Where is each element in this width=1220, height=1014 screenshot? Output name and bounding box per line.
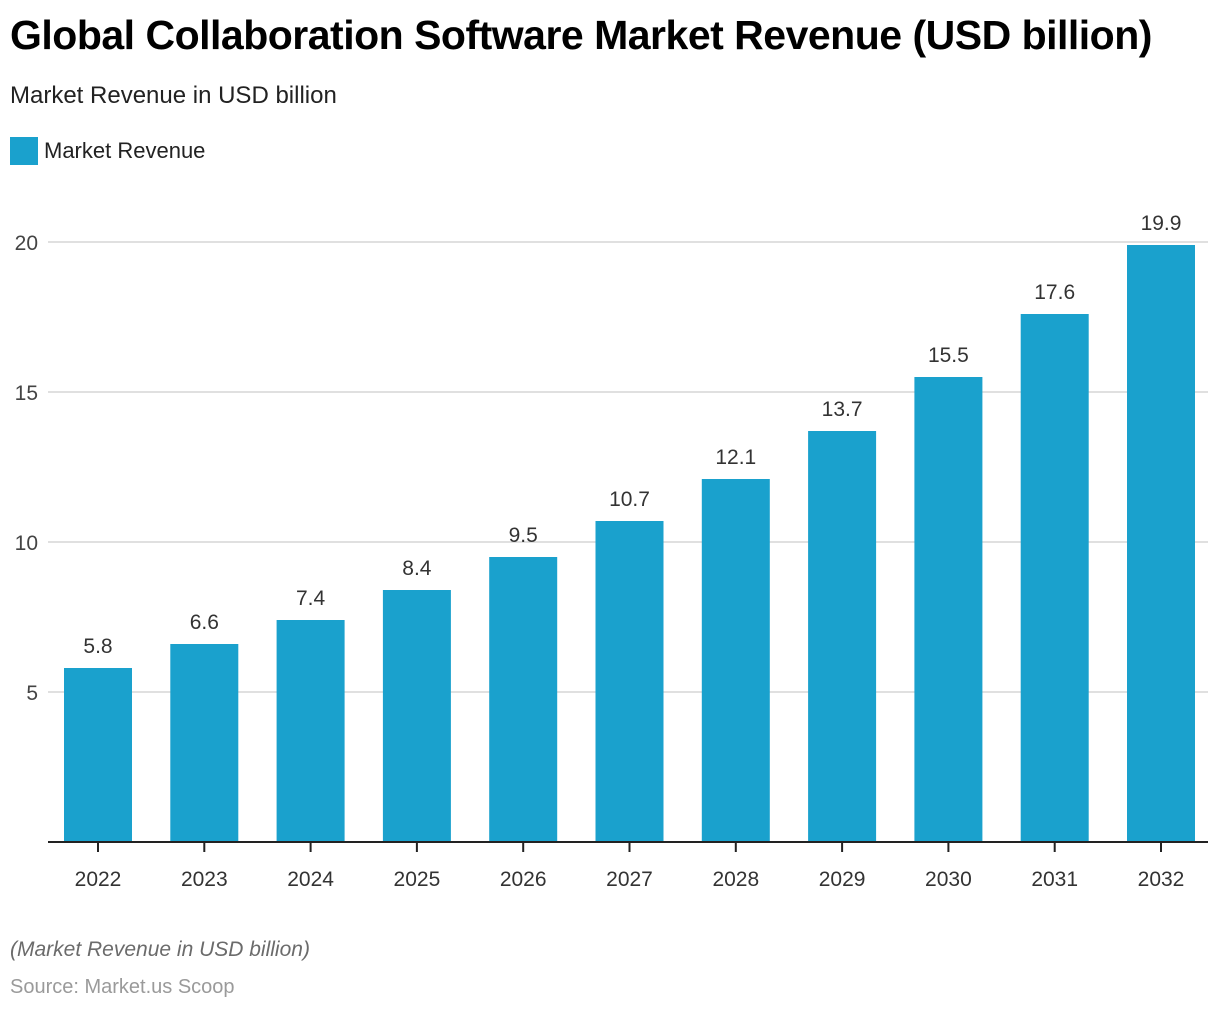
x-tick-label: 2030 (925, 868, 972, 891)
data-labels: 5.8 6.6 7.4 8.4 9.5 10.7 12.1 13.7 15.5 17.6 19.9 (83, 212, 1181, 658)
y-tick-label: 10 (15, 532, 38, 555)
bar (808, 431, 877, 842)
y-tick-label: 15 (15, 382, 38, 405)
x-tick-label: 2025 (394, 868, 441, 891)
bar (595, 521, 664, 842)
x-tick-label: 2024 (287, 868, 334, 891)
data-label: 10.7 (609, 488, 650, 511)
bar (64, 668, 132, 842)
x-tick-label: 2028 (712, 868, 759, 891)
x-tick-label: 2027 (606, 868, 653, 891)
bars (64, 245, 1195, 842)
source-note: Source: Market.us Scoop (10, 976, 235, 998)
data-label: 5.8 (83, 635, 112, 658)
data-label: 15.5 (928, 344, 969, 367)
legend-swatch (10, 137, 38, 165)
x-axis: 2022 2023 2024 2025 2026 2027 2028 2029 2030 2031… (48, 841, 1208, 891)
bar (489, 557, 558, 842)
data-label: 13.7 (822, 398, 863, 421)
data-label: 17.6 (1034, 281, 1075, 304)
chart-subtitle: Market Revenue in USD billion (10, 82, 337, 109)
y-axis-ticks: 5 10 15 20 (15, 232, 38, 705)
x-tick-label: 2023 (181, 868, 228, 891)
bar (170, 644, 239, 842)
x-tick-label: 2026 (500, 868, 547, 891)
data-label: 19.9 (1141, 212, 1182, 235)
y-tick-label: 20 (15, 232, 38, 255)
legend-label: Market Revenue (44, 138, 206, 163)
data-label: 12.1 (715, 446, 756, 469)
footnote: (Market Revenue in USD billion) (10, 938, 310, 961)
bar (382, 590, 451, 842)
bar (701, 479, 770, 842)
data-label: 9.5 (509, 524, 538, 547)
legend: Market Revenue (10, 137, 205, 165)
data-label: 7.4 (296, 587, 326, 610)
x-tick-label: 2032 (1138, 868, 1185, 891)
data-label: 8.4 (402, 557, 432, 580)
x-tick-label: 2022 (75, 868, 122, 891)
x-tick-label: 2029 (819, 868, 866, 891)
x-tick-label: 2031 (1031, 868, 1078, 891)
chart-title: Global Collaboration Software Market Rev… (10, 12, 1152, 58)
bar (914, 377, 983, 842)
data-label: 6.6 (190, 611, 219, 634)
y-tick-label: 5 (26, 682, 38, 705)
bar (1127, 245, 1195, 842)
bar (276, 620, 345, 842)
bar (1020, 314, 1089, 842)
